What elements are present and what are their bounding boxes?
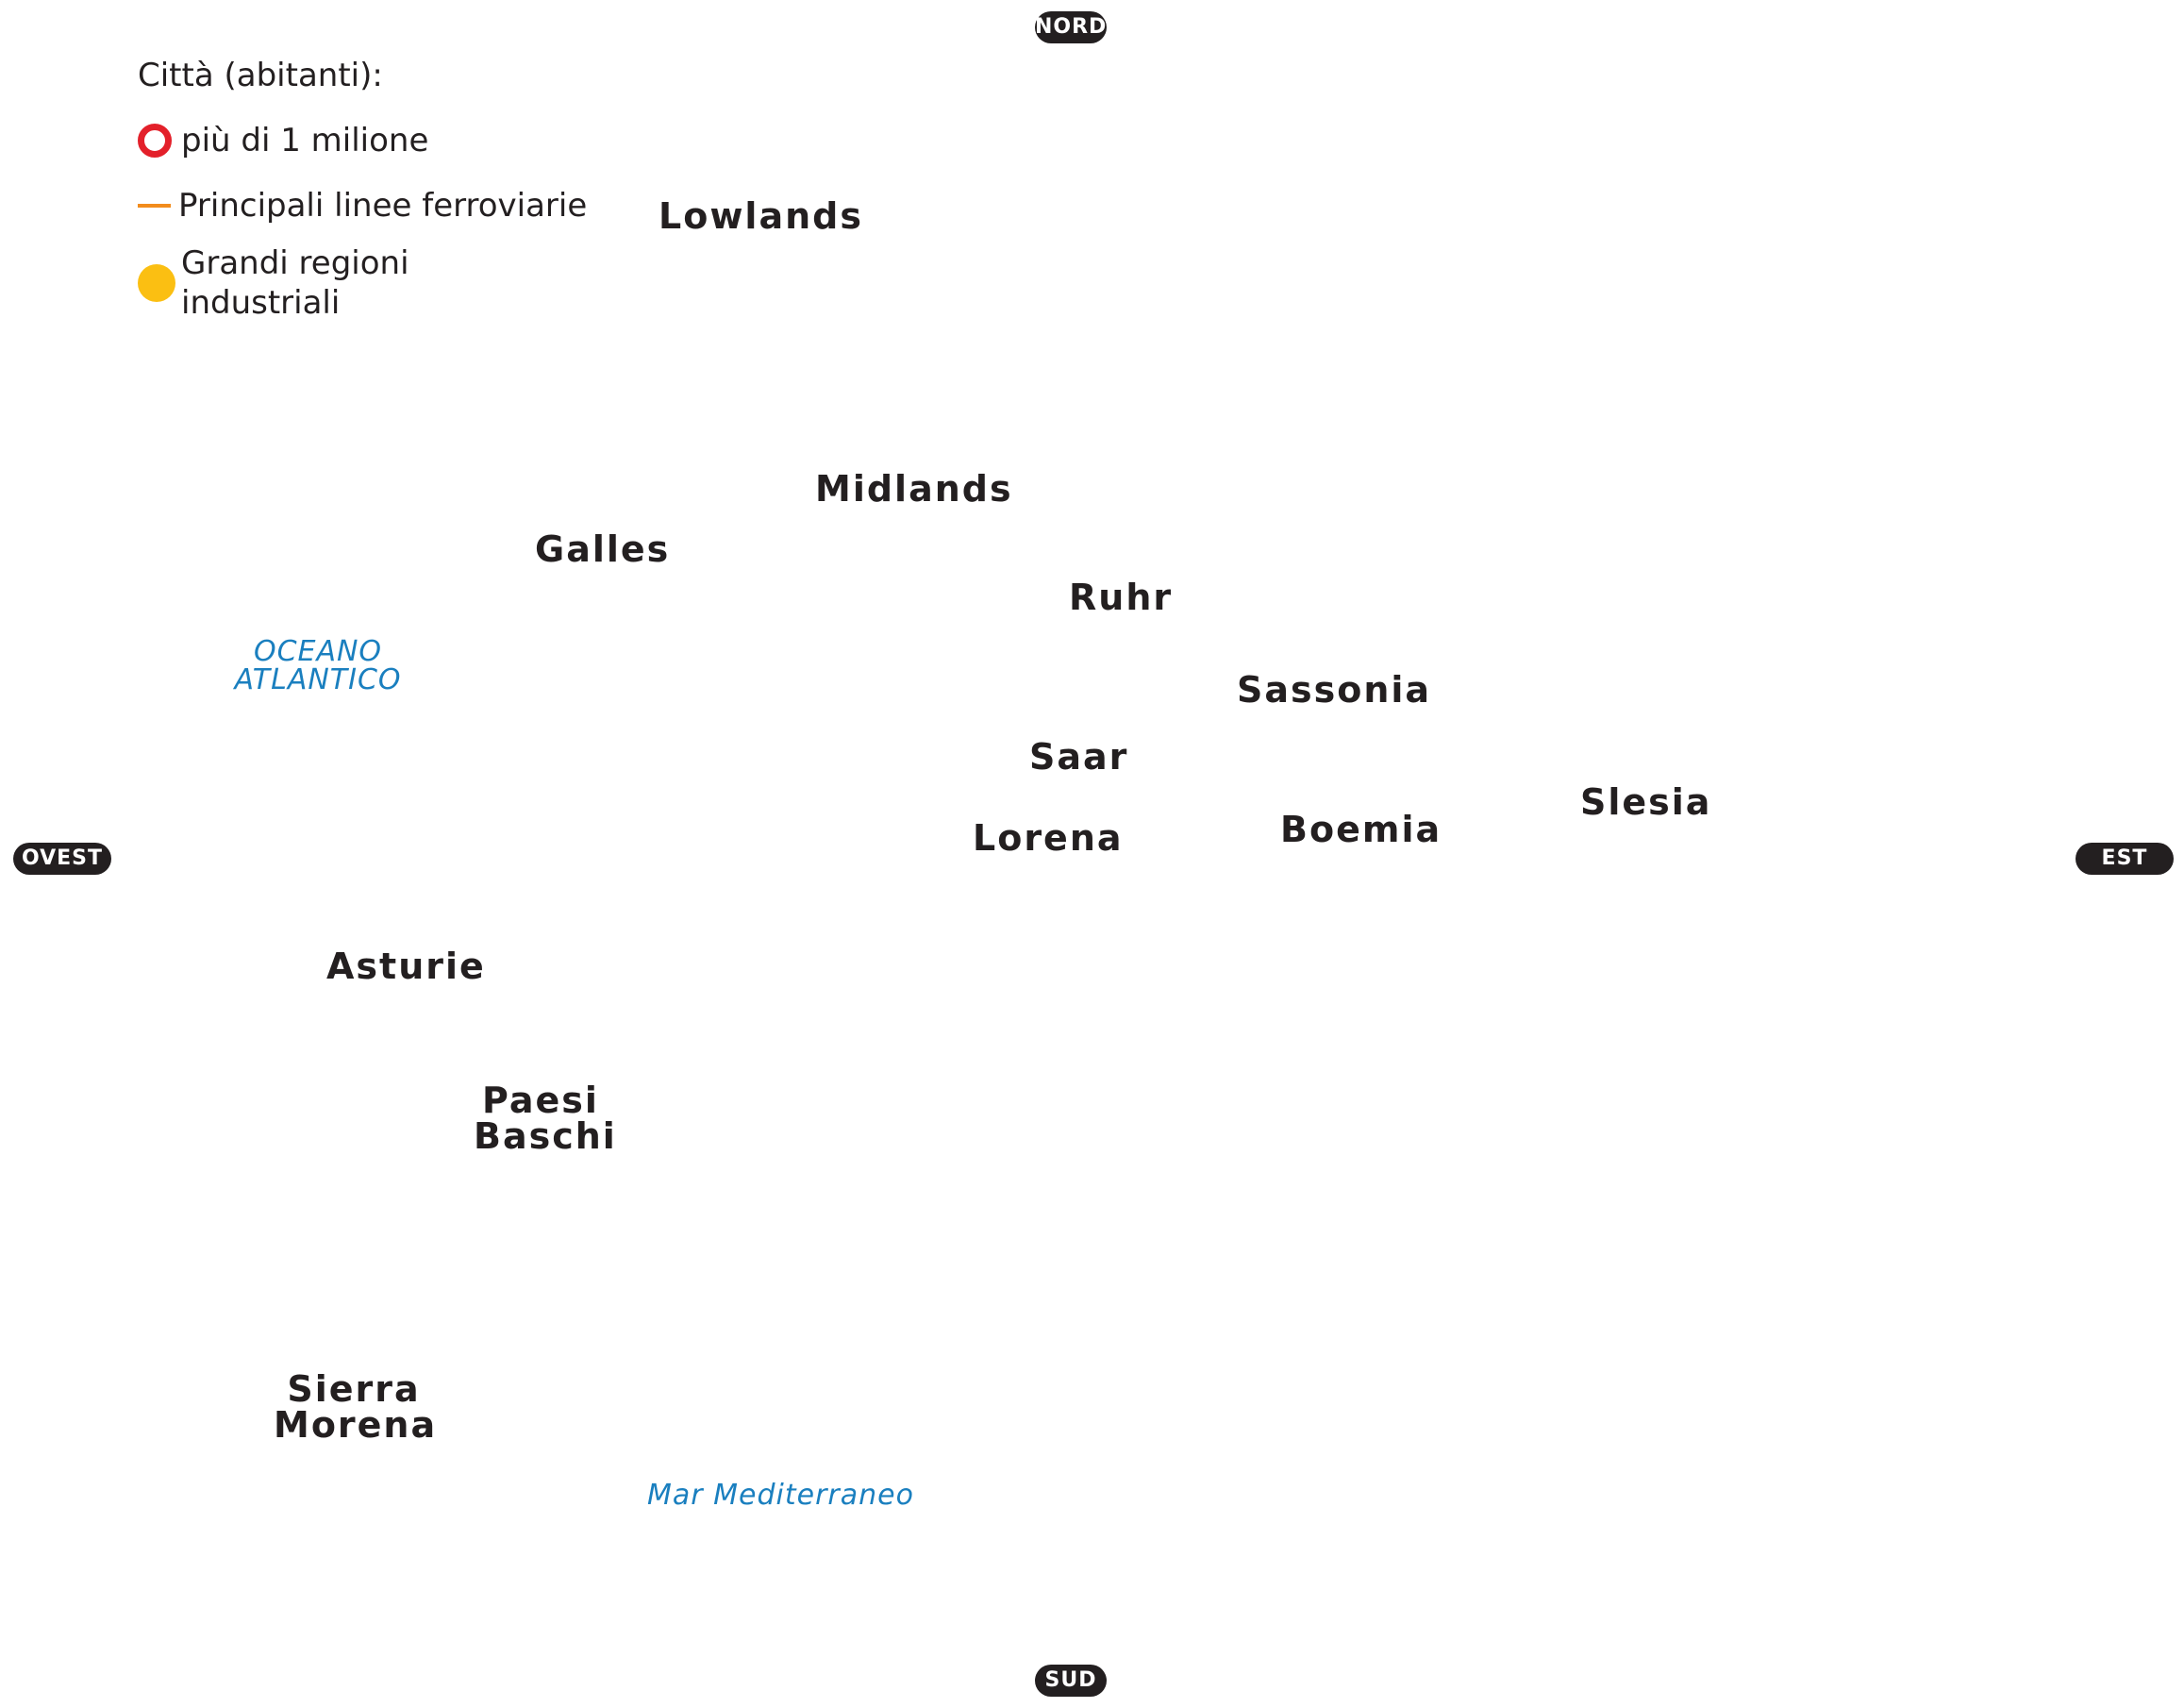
legend-label-industry: Grandi regioni industriali <box>181 243 409 323</box>
region-paesi-baschi: Paesi Baschi <box>474 1080 615 1154</box>
region-lorena: Lorena <box>973 817 1124 859</box>
legend-label-industry-line2: industriali <box>181 284 341 322</box>
legend-item-railway: Principali linee ferroviarie <box>138 186 587 226</box>
region-midlands: Midlands <box>815 468 1013 510</box>
region-lowlands: Lowlands <box>659 195 863 237</box>
region-boemia: Boemia <box>1280 809 1442 850</box>
region-sierra-morena-line2: Morena <box>274 1404 438 1446</box>
legend-title: Città (abitanti): <box>138 57 383 94</box>
legend-label-railway: Principali linee ferroviarie <box>178 187 588 225</box>
region-ruhr: Ruhr <box>1069 577 1174 618</box>
compass-west: OVEST <box>13 843 111 875</box>
legend-label-industry-line1: Grandi regioni <box>181 244 409 282</box>
region-sassonia: Sassonia <box>1237 669 1432 711</box>
water-oceano-line2: ATLANTICO <box>234 663 402 696</box>
region-sierra-morena: Sierra Morena <box>274 1368 438 1446</box>
compass-east: EST <box>2076 843 2174 875</box>
water-oceano-line1: OCEANO <box>253 635 383 668</box>
region-galles: Galles <box>535 528 671 570</box>
water-oceano-atlantico: OCEANO ATLANTICO <box>230 638 406 695</box>
region-paesi-baschi-line1: Paesi <box>482 1080 599 1121</box>
railway-line-icon <box>138 204 171 208</box>
water-mar-mediterraneo: Mar Mediterraneo <box>647 1479 914 1512</box>
region-sierra-morena-line1: Sierra <box>287 1368 421 1410</box>
compass-north: NORD <box>1035 11 1107 43</box>
region-slesia: Slesia <box>1580 781 1712 823</box>
city-circle-icon <box>138 124 172 158</box>
legend-item-city: più di 1 milione <box>138 121 428 160</box>
industrial-region-icon <box>138 264 175 302</box>
region-saar: Saar <box>1029 736 1129 778</box>
legend-label-city: più di 1 milione <box>181 122 429 159</box>
compass-south: SUD <box>1035 1665 1107 1697</box>
region-paesi-baschi-line2: Baschi <box>474 1115 617 1157</box>
legend-item-industry: Grandi regioni industriali <box>138 243 409 323</box>
region-asturie: Asturie <box>326 946 486 987</box>
